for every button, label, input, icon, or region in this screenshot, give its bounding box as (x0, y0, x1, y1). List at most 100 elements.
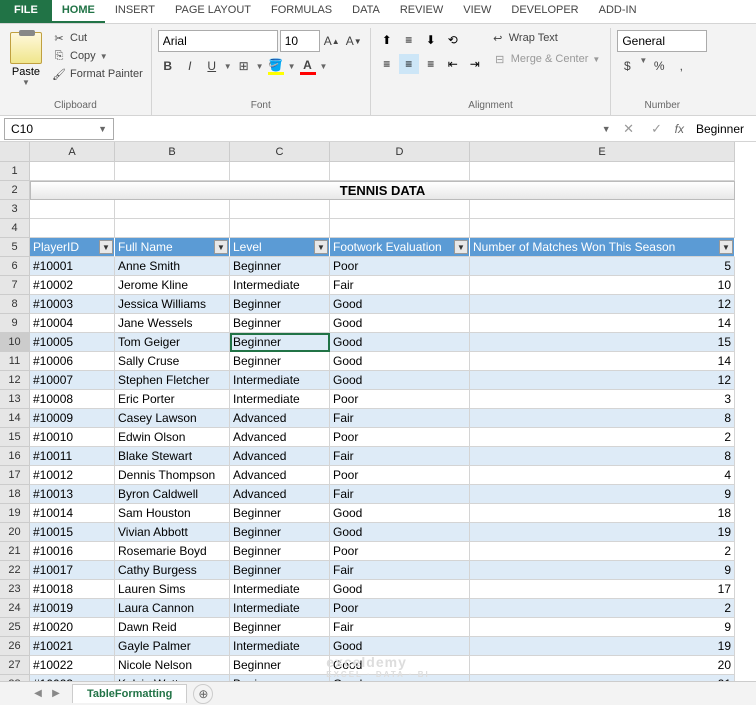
table-cell[interactable]: #10021 (30, 637, 115, 656)
formula-dropdown-icon[interactable]: ▼ (602, 124, 611, 134)
row-header[interactable]: 26 (0, 637, 30, 656)
cell[interactable] (115, 219, 230, 238)
table-cell[interactable]: Dennis Thompson (115, 466, 230, 485)
table-cell[interactable]: Good (330, 637, 470, 656)
row-header[interactable]: 8 (0, 295, 30, 314)
table-cell[interactable]: Fair (330, 447, 470, 466)
table-cell[interactable]: 8 (470, 447, 735, 466)
table-cell[interactable]: #10019 (30, 599, 115, 618)
table-cell[interactable]: Laura Cannon (115, 599, 230, 618)
format-painter-button[interactable]: 🖌Format Painter (50, 66, 145, 82)
table-cell[interactable]: Intermediate (230, 637, 330, 656)
align-top-button[interactable]: ⬆ (377, 30, 397, 50)
table-cell[interactable]: #10015 (30, 523, 115, 542)
table-cell[interactable]: #10013 (30, 485, 115, 504)
table-cell[interactable]: Jessica Williams (115, 295, 230, 314)
table-cell[interactable]: Beginner (230, 352, 330, 371)
table-cell[interactable]: Poor (330, 542, 470, 561)
align-middle-button[interactable]: ≡ (399, 30, 419, 50)
table-cell[interactable]: Beginner (230, 295, 330, 314)
filter-dropdown-icon[interactable]: ▼ (454, 240, 468, 254)
row-header[interactable]: 19 (0, 504, 30, 523)
table-cell[interactable]: #10002 (30, 276, 115, 295)
table-cell[interactable]: 9 (470, 618, 735, 637)
column-header-C[interactable]: C (230, 142, 330, 162)
table-cell[interactable]: 9 (470, 485, 735, 504)
table-cell[interactable]: Good (330, 352, 470, 371)
align-left-button[interactable]: ≡ (377, 54, 397, 74)
table-cell[interactable]: Good (330, 656, 470, 675)
row-header[interactable]: 2 (0, 181, 30, 200)
orientation-button[interactable]: ⟲ (443, 30, 463, 50)
accept-formula-button[interactable]: ✓ (647, 119, 667, 139)
cell[interactable] (30, 200, 115, 219)
table-cell[interactable]: Edwin Olson (115, 428, 230, 447)
table-cell[interactable]: Good (330, 333, 470, 352)
table-cell[interactable]: 4 (470, 466, 735, 485)
cell[interactable] (115, 162, 230, 181)
cell[interactable] (330, 219, 470, 238)
table-cell[interactable]: Beginner (230, 504, 330, 523)
table-cell[interactable]: Gayle Palmer (115, 637, 230, 656)
table-cell[interactable]: 10 (470, 276, 735, 295)
number-format-select[interactable] (617, 30, 707, 52)
comma-button[interactable]: , (671, 56, 691, 76)
row-header[interactable]: 20 (0, 523, 30, 542)
cut-button[interactable]: ✂Cut (50, 30, 145, 46)
decrease-font-button[interactable]: A▼ (344, 31, 364, 51)
table-cell[interactable]: 19 (470, 523, 735, 542)
cell[interactable] (470, 162, 735, 181)
row-header[interactable]: 4 (0, 219, 30, 238)
table-cell[interactable]: 2 (470, 542, 735, 561)
table-cell[interactable]: Sally Cruse (115, 352, 230, 371)
table-cell[interactable]: Anne Smith (115, 257, 230, 276)
table-cell[interactable]: Good (330, 523, 470, 542)
paste-button[interactable]: Paste ▼ (6, 30, 46, 89)
table-header[interactable]: PlayerID▼ (30, 238, 115, 257)
increase-font-button[interactable]: A▲ (322, 31, 342, 51)
table-cell[interactable]: 12 (470, 371, 735, 390)
currency-button[interactable]: $ (617, 56, 637, 76)
table-cell[interactable]: Fair (330, 276, 470, 295)
row-header[interactable]: 16 (0, 447, 30, 466)
table-cell[interactable]: Intermediate (230, 371, 330, 390)
table-cell[interactable]: #10018 (30, 580, 115, 599)
menu-home[interactable]: HOME (52, 0, 105, 23)
percent-button[interactable]: % (649, 56, 669, 76)
table-cell[interactable]: Beginner (230, 314, 330, 333)
table-cell[interactable]: #10003 (30, 295, 115, 314)
table-cell[interactable]: Good (330, 580, 470, 599)
row-header[interactable]: 7 (0, 276, 30, 295)
filter-dropdown-icon[interactable]: ▼ (99, 240, 113, 254)
table-cell[interactable]: 15 (470, 333, 735, 352)
cell[interactable] (30, 162, 115, 181)
table-cell[interactable]: 17 (470, 580, 735, 599)
table-cell[interactable]: Advanced (230, 466, 330, 485)
menu-formulas[interactable]: FORMULAS (261, 0, 342, 23)
bold-button[interactable]: B (158, 56, 178, 76)
table-cell[interactable]: Intermediate (230, 276, 330, 295)
name-box[interactable]: C10 ▼ (4, 118, 114, 140)
row-header[interactable]: 17 (0, 466, 30, 485)
table-cell[interactable]: 12 (470, 295, 735, 314)
increase-indent-button[interactable]: ⇥ (465, 54, 485, 74)
formula-value[interactable]: Beginner (692, 122, 748, 136)
table-cell[interactable]: Dawn Reid (115, 618, 230, 637)
select-all-corner[interactable] (0, 142, 30, 162)
table-cell[interactable]: Beginner (230, 618, 330, 637)
table-cell[interactable]: #10017 (30, 561, 115, 580)
cell[interactable] (115, 200, 230, 219)
row-header[interactable]: 6 (0, 257, 30, 276)
table-cell[interactable]: Poor (330, 257, 470, 276)
wrap-text-button[interactable]: ↩Wrap Text (489, 30, 605, 46)
table-cell[interactable]: Beginner (230, 561, 330, 580)
table-cell[interactable]: #10011 (30, 447, 115, 466)
table-cell[interactable]: Sam Houston (115, 504, 230, 523)
table-cell[interactable]: 2 (470, 428, 735, 447)
row-header[interactable]: 10 (0, 333, 30, 352)
table-cell[interactable]: Beginner (230, 656, 330, 675)
table-cell[interactable]: Beginner (230, 333, 330, 352)
table-cell[interactable]: Fair (330, 618, 470, 637)
menu-view[interactable]: VIEW (453, 0, 501, 23)
table-cell[interactable]: #10010 (30, 428, 115, 447)
